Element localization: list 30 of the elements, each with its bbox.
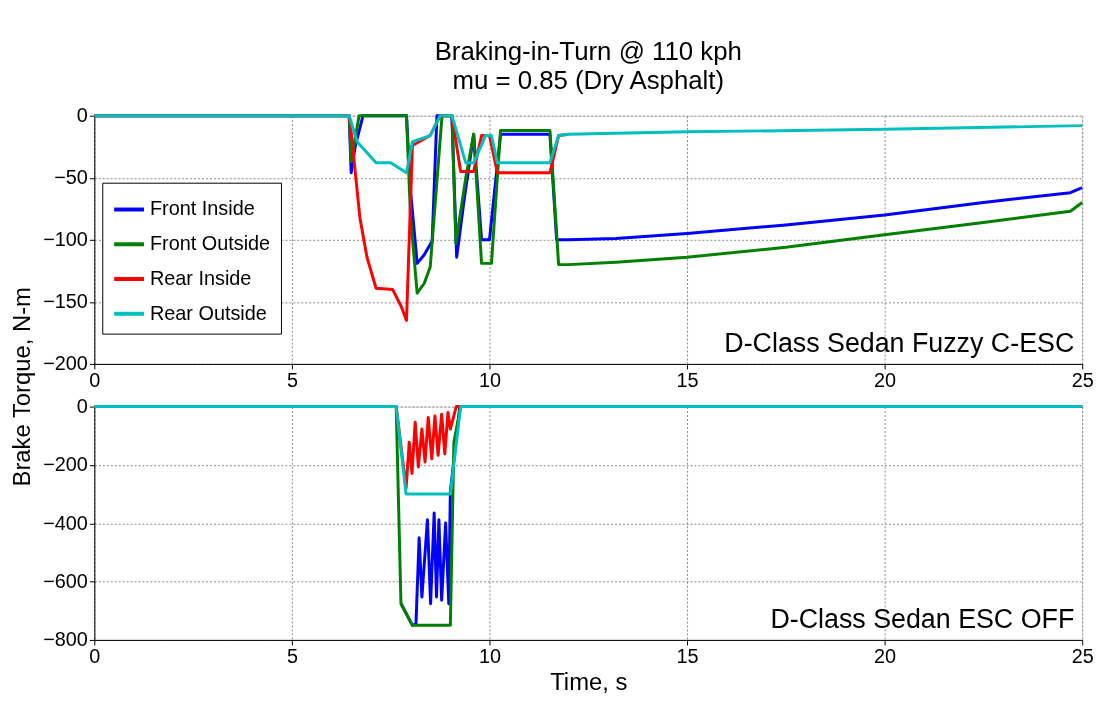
annotation: D-Class Sedan ESC OFF	[770, 604, 1075, 635]
x-tick-label: 15	[676, 645, 699, 668]
y-tick-label: −50	[54, 166, 88, 189]
y-tick-label: −800	[43, 628, 88, 651]
y-tick-label: 0	[76, 104, 88, 127]
annotation: D-Class Sedan Fuzzy C-ESC	[724, 328, 1075, 358]
x-tick-label: 5	[286, 645, 298, 668]
x-tick-label: 10	[478, 645, 501, 668]
x-tick-label: 20	[874, 369, 897, 392]
x-tick-label: 10	[478, 369, 501, 392]
chart-title: Braking-in-Turn @ 110 kph	[434, 37, 742, 66]
y-tick-label: −100	[43, 228, 88, 251]
chart-subtitle: mu = 0.85 (Dry Asphalt)	[452, 65, 725, 94]
y-tick-label: −200	[43, 453, 88, 476]
legend-label: Rear Outside	[149, 301, 267, 324]
x-tick-label: 5	[286, 369, 298, 392]
x-tick-label: 15	[676, 369, 699, 392]
y-axis-title: Brake Torque, N-m	[8, 287, 36, 487]
x-tick-label: 20	[874, 645, 897, 668]
y-tick-label: −150	[43, 290, 88, 313]
x-tick-label: 25	[1071, 369, 1094, 392]
y-tick-label: −200	[43, 352, 88, 375]
x-tick-label: 25	[1071, 645, 1094, 668]
y-tick-label: −600	[43, 570, 88, 593]
x-axis-title: Time, s	[550, 668, 628, 696]
y-tick-label: −400	[43, 511, 88, 534]
y-tick-label: 0	[76, 395, 88, 418]
legend-label: Rear Inside	[149, 266, 252, 289]
legend-label: Front Outside	[149, 232, 271, 255]
legend-label: Front Inside	[149, 197, 255, 220]
